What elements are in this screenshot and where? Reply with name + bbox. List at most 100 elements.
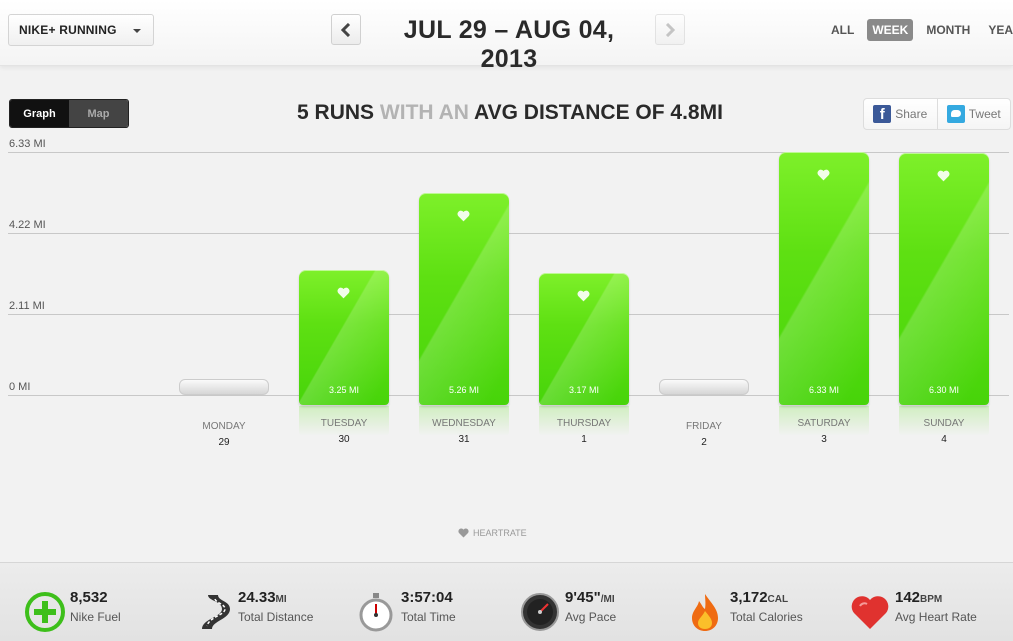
day-date: 4 xyxy=(941,434,947,445)
next-week-button[interactable] xyxy=(655,14,685,45)
previous-week-button[interactable] xyxy=(331,14,361,45)
tab-graph[interactable]: Graph xyxy=(10,100,69,127)
view-toggle: Graph Map xyxy=(9,99,129,128)
heartrate-legend: HEARTRATE xyxy=(458,528,527,538)
stat-nike-fuel: 8,532 Nike Fuel xyxy=(24,589,121,633)
day-name: SUNDAY xyxy=(923,418,965,429)
stat-value: 24.33MI xyxy=(238,589,287,606)
stats-footer: 8,532 Nike Fuel 24.33MI Total Distance 3:57:… xyxy=(0,562,1013,641)
day-date: 29 xyxy=(218,437,230,448)
tab-month[interactable]: MONTH xyxy=(926,23,971,37)
stat-unit: /MI xyxy=(600,594,615,605)
tab-year[interactable]: YEAR xyxy=(988,23,1013,37)
day-label: WEDNESDAY 31 xyxy=(419,418,509,445)
stat-avg-heart-rate: 142BPM Avg Heart Rate xyxy=(849,589,977,633)
heartrate-legend-label: HEARTRATE xyxy=(473,528,527,538)
gridline xyxy=(8,152,1009,153)
bar-value-label: 3.25 MI xyxy=(328,385,359,395)
day-name: THURSDAY xyxy=(556,418,612,429)
day-name: MONDAY xyxy=(202,421,246,432)
tab-all[interactable]: ALL xyxy=(831,23,855,37)
day-name: FRIDAY xyxy=(686,421,722,432)
day-label: MONDAY 29 xyxy=(179,421,269,448)
chevron-left-icon xyxy=(341,23,351,37)
stat-unit: CAL xyxy=(767,594,789,605)
y-axis-tick-label: 4.22 MI xyxy=(9,219,46,231)
day-label: TUESDAY 30 xyxy=(299,418,389,445)
stat-value: 9'45"/MI xyxy=(565,589,615,606)
stat-value: 8,532 xyxy=(70,589,108,606)
bar-value-label: 5.26 MI xyxy=(448,385,479,395)
day-label: THURSDAY 1 xyxy=(539,418,629,445)
summary-count: 5 RUNS xyxy=(297,101,375,124)
day-name: WEDNESDAY xyxy=(432,418,496,429)
heart-icon xyxy=(849,591,891,633)
day-date: 3 xyxy=(821,434,827,445)
heart-icon xyxy=(577,289,590,307)
stopwatch-icon xyxy=(355,591,397,633)
chart-bar[interactable]: 3.25 MI xyxy=(299,270,389,405)
y-axis-tick-label: 0 MI xyxy=(9,381,31,393)
stat-label: Total Distance xyxy=(238,610,314,624)
facebook-share-button[interactable]: f Share xyxy=(864,99,937,129)
stat-label: Total Time xyxy=(401,610,456,624)
facebook-icon: f xyxy=(873,105,892,123)
bar-value-label: 6.33 MI xyxy=(808,385,839,395)
bar-reflection xyxy=(779,406,869,436)
bar-value-label: 3.17 MI xyxy=(568,385,599,395)
day-label: FRIDAY 2 xyxy=(659,421,749,448)
stat-label: Nike Fuel xyxy=(70,610,121,624)
tab-week[interactable]: WEEK xyxy=(867,19,914,41)
flame-icon xyxy=(684,591,726,633)
empty-day-bar xyxy=(659,379,749,395)
summary-connector: WITH AN xyxy=(374,101,475,124)
runs-summary: 5 RUNS WITH AN AVG DISTANCE OF 4.8MI xyxy=(250,101,770,125)
stat-value: 3,172CAL xyxy=(730,589,789,606)
weekly-distance-chart: HEARTRATE 0 MI 2.11 MI 4.22 MI 6.33 MI MONDA… xyxy=(0,138,1013,550)
bar-reflection xyxy=(899,406,989,436)
bar-reflection xyxy=(299,406,389,436)
twitter-icon xyxy=(946,105,965,123)
day-date: 30 xyxy=(338,434,350,445)
day-date: 1 xyxy=(581,434,587,445)
day-label: SUNDAY 4 xyxy=(899,418,989,445)
stat-total-time: 3:57:04 Total Time xyxy=(355,589,456,633)
chevron-down-icon xyxy=(133,29,141,33)
day-name: SATURDAY xyxy=(797,418,851,429)
period-tabs: ALL WEEK MONTH YEAR xyxy=(826,19,1013,41)
app-select-label: NIKE+ RUNNING xyxy=(19,23,117,37)
y-axis-tick-label: 2.11 MI xyxy=(9,300,45,312)
stat-unit: MI xyxy=(275,594,287,605)
top-header: NIKE+ RUNNING JUL 29 – AUG 04, 2013 ALL … xyxy=(0,0,1013,73)
stat-value: 142BPM xyxy=(895,589,943,606)
chart-bar[interactable]: 6.33 MI xyxy=(779,152,869,405)
chart-bar[interactable]: 6.30 MI xyxy=(899,153,989,405)
bar-reflection xyxy=(419,406,509,436)
stat-total-calories: 3,172CAL Total Calories xyxy=(684,589,803,633)
chart-bar[interactable]: 5.26 MI xyxy=(419,193,509,405)
chart-bar[interactable]: 3.17 MI xyxy=(539,273,629,405)
stat-label: Total Calories xyxy=(730,610,803,624)
day-name: TUESDAY xyxy=(320,418,368,429)
tab-map[interactable]: Map xyxy=(69,100,128,127)
date-range-title: JUL 29 – AUG 04, 2013 xyxy=(403,16,615,73)
day-label: SATURDAY 3 xyxy=(779,418,869,445)
empty-day-bar xyxy=(179,379,269,395)
stat-value: 3:57:04 xyxy=(401,589,453,606)
share-label: Share xyxy=(895,107,928,121)
share-box: f Share Tweet xyxy=(863,98,1011,130)
y-axis-tick-label: 6.33 MI xyxy=(9,138,46,150)
stat-unit: BPM xyxy=(920,594,943,605)
bar-value-label: 6.30 MI xyxy=(928,385,959,395)
app-select-dropdown[interactable]: NIKE+ RUNNING xyxy=(8,14,154,46)
day-date: 31 xyxy=(458,434,470,445)
day-date: 2 xyxy=(701,437,707,448)
bar-reflection xyxy=(539,406,629,436)
road-icon xyxy=(192,591,234,633)
twitter-tweet-button[interactable]: Tweet xyxy=(936,99,1011,129)
stat-avg-pace: 9'45"/MI Avg Pace xyxy=(519,589,616,633)
stat-total-distance: 24.33MI Total Distance xyxy=(192,589,313,633)
heart-icon xyxy=(458,528,469,538)
speedometer-icon xyxy=(519,591,561,633)
heart-icon xyxy=(457,209,470,227)
